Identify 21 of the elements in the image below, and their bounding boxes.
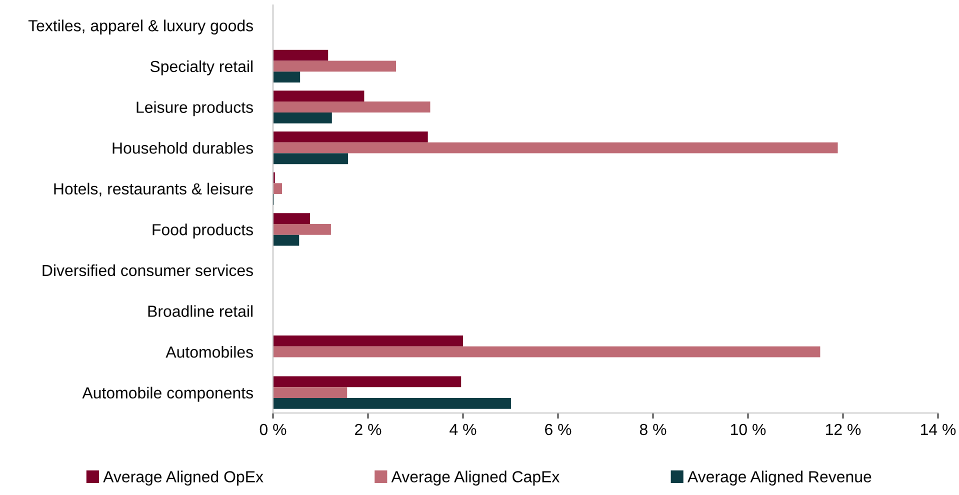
legend-label: Average Aligned Revenue <box>688 470 872 486</box>
y-tick-label: Textiles, apparel & luxury goods <box>28 20 253 34</box>
x-tick-label: 6 % <box>545 424 572 436</box>
y-tick-label: Diversified consumer services <box>42 264 253 276</box>
x-tick-label: 0 % <box>260 424 286 436</box>
y-tick-label: Household durables <box>112 142 253 154</box>
y-tick-label: Food products <box>152 224 253 238</box>
x-tick-label: 14 % <box>921 424 956 436</box>
legend-label: Average Aligned OpEx <box>103 470 264 486</box>
y-tick-label: Automobile components <box>82 386 253 402</box>
legend-label: Average Aligned CapEx <box>391 470 560 486</box>
x-tick-label: 4 % <box>450 424 476 436</box>
y-tick-label: Leisure products <box>136 101 253 116</box>
y-tick-label: Specialty retail <box>150 60 252 76</box>
y-tick-label: Broadline retail <box>148 305 252 317</box>
x-tick-label: 8 % <box>640 424 666 436</box>
y-tick-label: Hotels, restaurants & leisure <box>54 182 253 196</box>
y-tick-label: Automobiles <box>166 346 253 358</box>
x-tick-label: 12 % <box>826 424 861 436</box>
x-tick-label: 2 % <box>355 424 382 436</box>
x-tick-label: 10 % <box>731 424 766 436</box>
